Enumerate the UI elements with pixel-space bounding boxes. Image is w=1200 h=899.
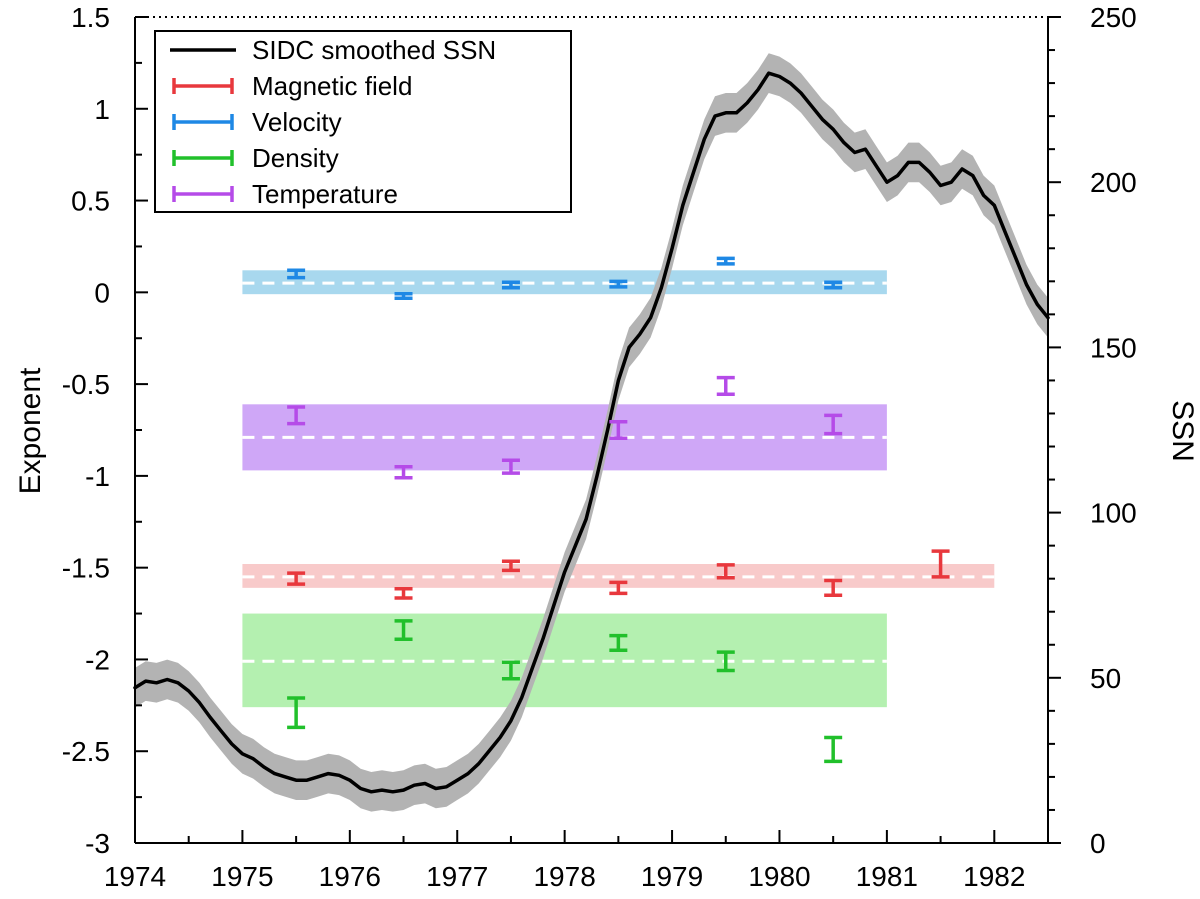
- velocity-point: [609, 279, 628, 289]
- y-right-tick-label: 50: [1090, 663, 1121, 694]
- magnetic-field-point: [394, 587, 413, 600]
- x-tick-label: 1977: [426, 861, 488, 892]
- legend-label: Temperature: [252, 179, 398, 209]
- y-left-tick-label: 0.5: [71, 186, 110, 217]
- magnetic-field-point: [931, 549, 950, 579]
- velocity-point: [394, 292, 413, 300]
- legend-entry: Temperature: [172, 179, 398, 209]
- density-point: [394, 619, 413, 642]
- magnetic-field-mean-band: [242, 563, 995, 588]
- ssn-curve: [133, 71, 1050, 794]
- axes: 1974 1975 1976 1977 1978 1979 1980 1981 1982 -3 -2…: [62, 2, 1137, 892]
- y-right-tick-label: 0: [1090, 828, 1106, 859]
- y-left-tick-label: -0.5: [62, 369, 110, 400]
- x-tick-label: 1980: [748, 861, 810, 892]
- x-tick-label: 1975: [211, 861, 273, 892]
- temperature-point: [394, 464, 413, 480]
- y-left-tick-label: -2: [85, 644, 110, 675]
- magnetic-field-point: [501, 559, 520, 573]
- y-right-tick-label: 200: [1090, 167, 1137, 198]
- data-points: [287, 256, 950, 764]
- y-right-tick-label: 100: [1090, 498, 1137, 529]
- temperature-point: [609, 419, 628, 441]
- x-tick-label: 1982: [963, 861, 1025, 892]
- legend-entry: Velocity: [172, 107, 342, 137]
- y-right-tick-label: 150: [1090, 332, 1137, 363]
- x-tick-label: 1978: [533, 861, 595, 892]
- legend-label: Magnetic field: [252, 71, 412, 101]
- temperature-point: [501, 458, 520, 475]
- x-tick-label: 1976: [319, 861, 381, 892]
- y-right-tick-label: 250: [1090, 2, 1137, 33]
- x-tick-label: 1974: [104, 861, 166, 892]
- magnetic-field-point: [716, 563, 735, 580]
- y-left-tick-label: -2.5: [62, 736, 110, 767]
- temperature-point: [287, 405, 306, 426]
- legend-label: Velocity: [252, 107, 342, 137]
- y-axis-right-title: SSN: [1166, 400, 1199, 462]
- legend-label: SIDC smoothed SSN: [252, 35, 496, 65]
- y-axis-left-title: Exponent: [14, 367, 47, 494]
- density-point: [716, 650, 735, 673]
- legend-entry: SIDC smoothed SSN: [170, 35, 496, 65]
- density-point: [501, 660, 520, 681]
- y-left-tick-label: -1: [85, 461, 110, 492]
- mean-lines: [242, 281, 995, 663]
- legend-entry: Density: [172, 143, 339, 173]
- y-left-tick-label: -3: [85, 828, 110, 859]
- density-point: [609, 633, 628, 653]
- y-left-tick-label: -1.5: [62, 553, 110, 584]
- magnetic-field-point: [824, 578, 843, 597]
- legend-entry: Magnetic field: [172, 71, 412, 101]
- density-point: [287, 696, 306, 730]
- density-point: [824, 735, 843, 764]
- magnetic-field-point: [287, 571, 306, 586]
- y-left-tick-label: 1: [94, 94, 110, 125]
- magnetic-field-point: [609, 580, 628, 596]
- legend: SIDC smoothed SSN Magnetic field Velocity D…: [154, 30, 572, 213]
- x-tick-label: 1981: [856, 861, 918, 892]
- velocity-point: [824, 280, 843, 290]
- x-tick-label: 1979: [641, 861, 703, 892]
- temperature-point: [716, 375, 735, 396]
- y-left-tick-label: 0: [94, 277, 110, 308]
- legend-label: Density: [252, 143, 339, 173]
- temperature-point: [824, 413, 843, 436]
- velocity-point: [287, 268, 306, 280]
- velocity-point: [716, 256, 735, 266]
- velocity-point: [501, 280, 520, 290]
- ssn-series: [133, 53, 1050, 812]
- y-left-tick-label: 1.5: [71, 2, 110, 33]
